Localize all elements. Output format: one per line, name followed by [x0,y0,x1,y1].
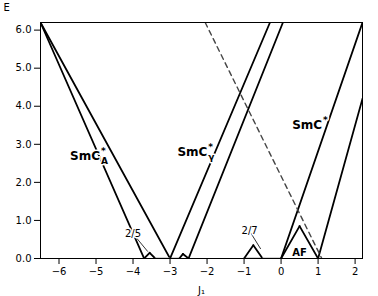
svg-text:SmC: SmC [292,118,322,132]
svg-text:−4: −4 [126,266,141,277]
svg-text:3.0: 3.0 [16,139,32,150]
svg-text:E: E [4,2,10,13]
svg-text:5.0: 5.0 [16,62,32,73]
svg-text:SmC: SmC [177,145,207,159]
svg-text:2: 2 [352,266,358,277]
svg-text:AF: AF [292,247,307,258]
svg-text:2.0: 2.0 [16,177,32,188]
svg-text:−5: −5 [89,266,104,277]
svg-text:−6: −6 [52,266,67,277]
svg-text:0.0: 0.0 [16,253,32,264]
svg-text:1.0: 1.0 [16,215,32,226]
svg-text:−1: −1 [237,266,252,277]
svg-text:J₁: J₁ [197,285,205,296]
svg-text:*: * [323,115,328,125]
svg-text:4.0: 4.0 [16,100,32,111]
svg-text:*: * [208,142,213,152]
svg-text:A: A [101,156,108,166]
svg-text:−2: −2 [200,266,215,277]
svg-text:*: * [101,146,106,156]
svg-text:1: 1 [315,266,321,277]
svg-text:−3: −3 [163,266,178,277]
svg-text:γ: γ [208,152,214,162]
svg-text:SmC: SmC [70,149,100,163]
svg-text:2/5: 2/5 [125,228,141,239]
svg-text:0: 0 [278,266,284,277]
svg-text:6.0: 6.0 [16,24,32,35]
svg-text:2/7: 2/7 [242,225,258,236]
